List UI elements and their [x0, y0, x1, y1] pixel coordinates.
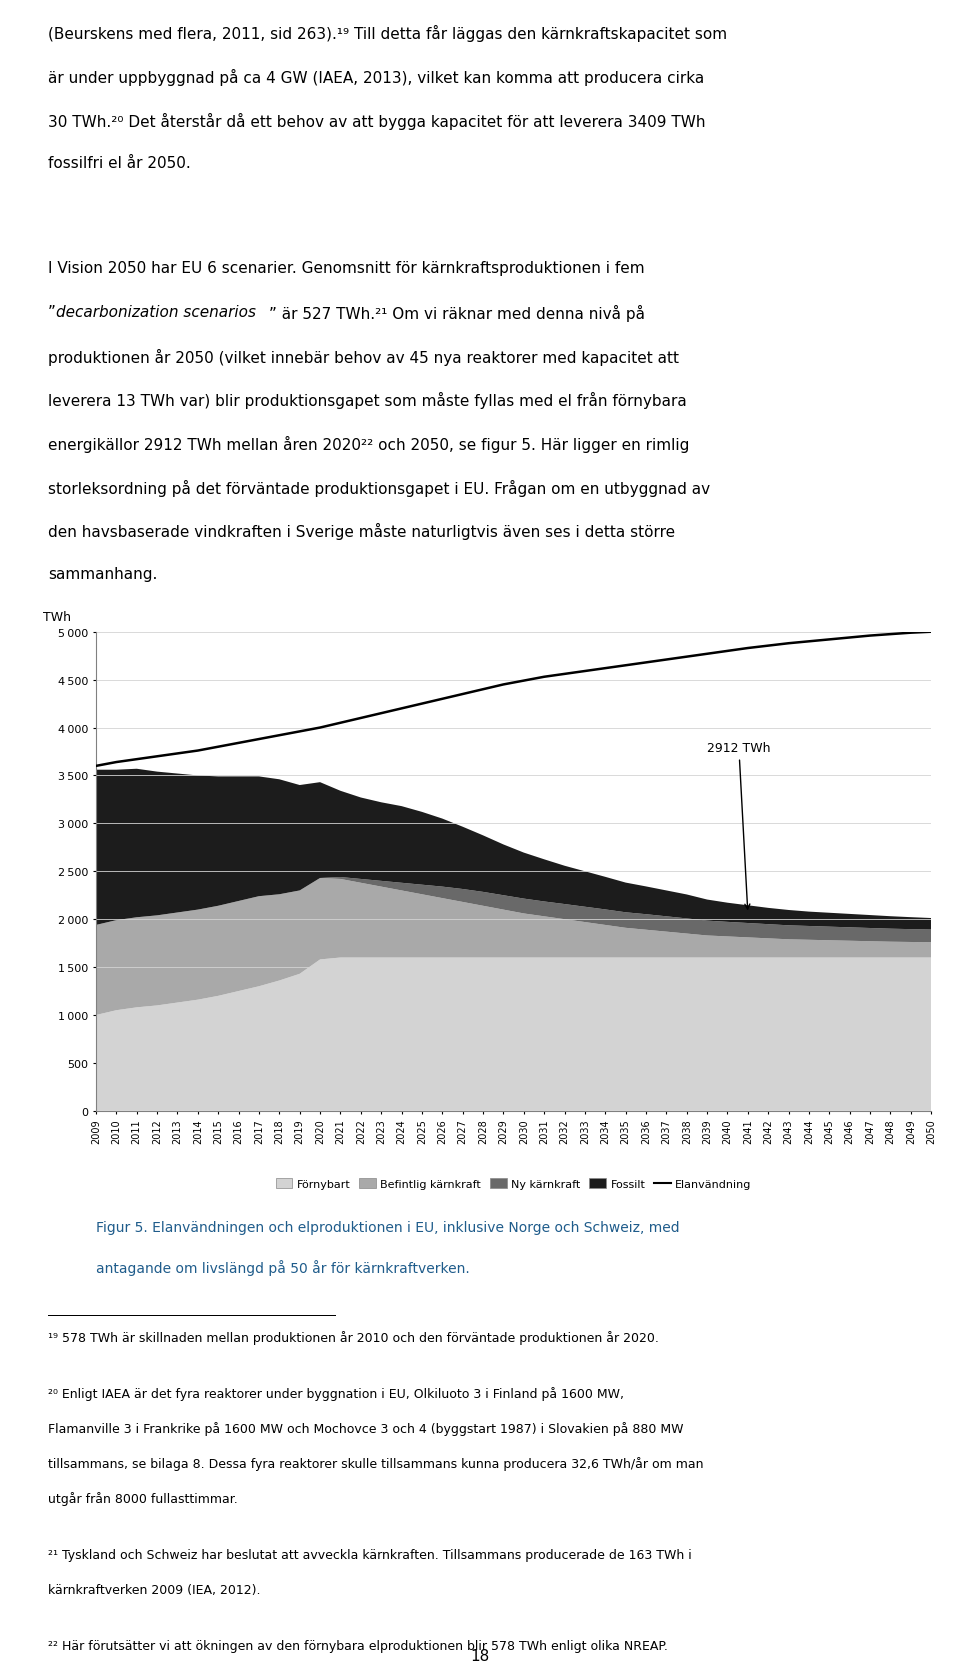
Text: 30 TWh.²⁰ Det återstår då ett behov av att bygga kapacitet för att leverera 3409: 30 TWh.²⁰ Det återstår då ett behov av a… — [48, 113, 706, 129]
Legend: Förnybart, Befintlig kärnkraft, Ny kärnkraft, Fossilt, Elanvändning: Förnybart, Befintlig kärnkraft, Ny kärnk… — [271, 1174, 756, 1193]
Text: ”: ” — [48, 304, 56, 319]
Text: ” är 527 TWh.²¹ Om vi räknar med denna nivå på: ” är 527 TWh.²¹ Om vi räknar med denna n… — [269, 304, 645, 323]
Text: produktionen år 2050 (vilket innebär behov av 45 nya reaktorer med kapacitet att: produktionen år 2050 (vilket innebär beh… — [48, 348, 679, 366]
Text: TWh: TWh — [43, 612, 71, 623]
Text: ²⁰ Enligt IAEA är det fyra reaktorer under byggnation i EU, Olkiluoto 3 i Finlan: ²⁰ Enligt IAEA är det fyra reaktorer und… — [48, 1386, 624, 1399]
Text: leverera 13 TWh var) blir produktionsgapet som måste fyllas med el från förnybar: leverera 13 TWh var) blir produktionsgap… — [48, 391, 686, 410]
Text: kärnkraftverken 2009 (IEA, 2012).: kärnkraftverken 2009 (IEA, 2012). — [48, 1583, 260, 1596]
Text: energikällor 2912 TWh mellan åren 2020²² och 2050, se figur 5. Här ligger en rim: energikällor 2912 TWh mellan åren 2020²²… — [48, 435, 689, 454]
Text: I Vision 2050 har EU 6 scenarier. Genomsnitt för kärnkraftsproduktionen i fem: I Vision 2050 har EU 6 scenarier. Genoms… — [48, 260, 644, 276]
Text: Figur 5. Elanvändningen och elproduktionen i EU, inklusive Norge och Schweiz, me: Figur 5. Elanvändningen och elproduktion… — [96, 1220, 680, 1235]
Text: ¹⁹ 578 TWh är skillnaden mellan produktionen år 2010 och den förväntade produkti: ¹⁹ 578 TWh är skillnaden mellan produkti… — [48, 1331, 659, 1344]
Text: tillsammans, se bilaga 8. Dessa fyra reaktorer skulle tillsammans kunna producer: tillsammans, se bilaga 8. Dessa fyra rea… — [48, 1457, 704, 1470]
Text: decarbonization scenarios: decarbonization scenarios — [56, 304, 255, 319]
Text: 18: 18 — [470, 1648, 490, 1663]
Text: storleksordning på det förväntade produktionsgapet i EU. Frågan om en utbyggnad : storleksordning på det förväntade produk… — [48, 479, 710, 497]
Text: den havsbaserade vindkraften i Sverige måste naturligtvis även ses i detta störr: den havsbaserade vindkraften i Sverige m… — [48, 522, 675, 541]
Text: antagande om livslängd på 50 år för kärnkraftverken.: antagande om livslängd på 50 år för kärn… — [96, 1260, 469, 1275]
Text: sammanhang.: sammanhang. — [48, 566, 157, 581]
Text: (Beurskens med flera, 2011, sid 263).¹⁹ Till detta får läggas den kärnkraftskapa: (Beurskens med flera, 2011, sid 263).¹⁹ … — [48, 25, 727, 42]
Text: Flamanville 3 i Frankrike på 1600 MW och Mochovce 3 och 4 (byggstart 1987) i Slo: Flamanville 3 i Frankrike på 1600 MW och… — [48, 1421, 684, 1435]
Text: 2912 TWh: 2912 TWh — [708, 743, 771, 909]
Text: utgår från 8000 fullasttimmar.: utgår från 8000 fullasttimmar. — [48, 1492, 238, 1505]
Text: fossilfri el år 2050.: fossilfri el år 2050. — [48, 156, 191, 171]
Text: är under uppbyggnad på ca 4 GW (IAEA, 2013), vilket kan komma att producera cirk: är under uppbyggnad på ca 4 GW (IAEA, 20… — [48, 69, 705, 86]
Text: ²¹ Tyskland och Schweiz har beslutat att avveckla kärnkraften. Tillsammans produ: ²¹ Tyskland och Schweiz har beslutat att… — [48, 1547, 692, 1561]
Text: ²² Här förutsätter vi att ökningen av den förnybara elproduktionen blir 578 TWh : ²² Här förutsätter vi att ökningen av de… — [48, 1640, 668, 1651]
